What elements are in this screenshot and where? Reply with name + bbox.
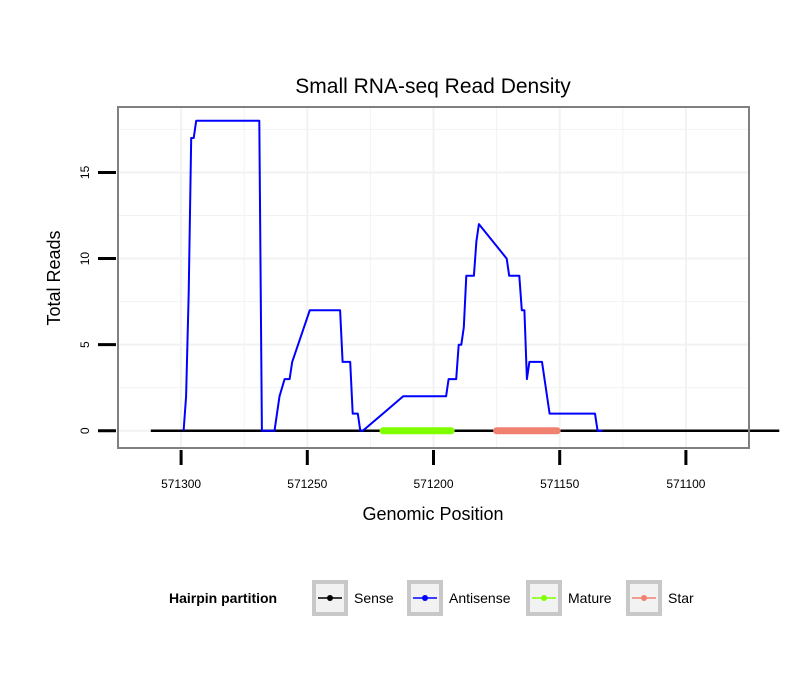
legend-dot-sense: [327, 595, 333, 601]
legend: Hairpin partition Sense Antisense Mature…: [169, 580, 694, 616]
legend-label-star: Star: [668, 590, 694, 606]
series-layer: [150, 119, 780, 435]
legend-item-star: Star: [626, 580, 694, 616]
legend-dot-mature: [541, 595, 547, 601]
x-axis: 571300 571250 571200 571150 571100: [161, 450, 706, 491]
x-axis-label: Genomic Position: [362, 504, 503, 524]
y-tick-label: 5: [78, 341, 92, 348]
y-axis-label: Total Reads: [44, 230, 64, 325]
y-tick-label: 10: [78, 252, 92, 266]
legend-dot-antisense: [422, 595, 428, 601]
legend-item-sense: Sense: [312, 580, 394, 616]
legend-label-sense: Sense: [354, 590, 394, 606]
series-line-antisense: [182, 119, 603, 432]
legend-title: Hairpin partition: [169, 590, 277, 606]
legend-dot-star: [641, 595, 647, 601]
legend-item-antisense: Antisense: [407, 580, 511, 616]
plot-panel-border: [117, 106, 750, 449]
legend-label-antisense: Antisense: [449, 590, 511, 606]
x-tick-label: 571200: [413, 477, 453, 491]
x-tick-label: 571250: [287, 477, 327, 491]
chart-title: Small RNA-seq Read Density: [295, 75, 571, 98]
x-tick-label: 571150: [540, 477, 579, 491]
x-tick-label: 571100: [666, 477, 705, 491]
y-axis: 0 5 10 15: [78, 165, 116, 434]
legend-label-mature: Mature: [568, 590, 612, 606]
x-tick-label: 571300: [161, 477, 201, 491]
y-tick-label: 0: [78, 427, 92, 434]
y-tick-label: 15: [78, 165, 92, 179]
legend-item-mature: Mature: [526, 580, 612, 616]
